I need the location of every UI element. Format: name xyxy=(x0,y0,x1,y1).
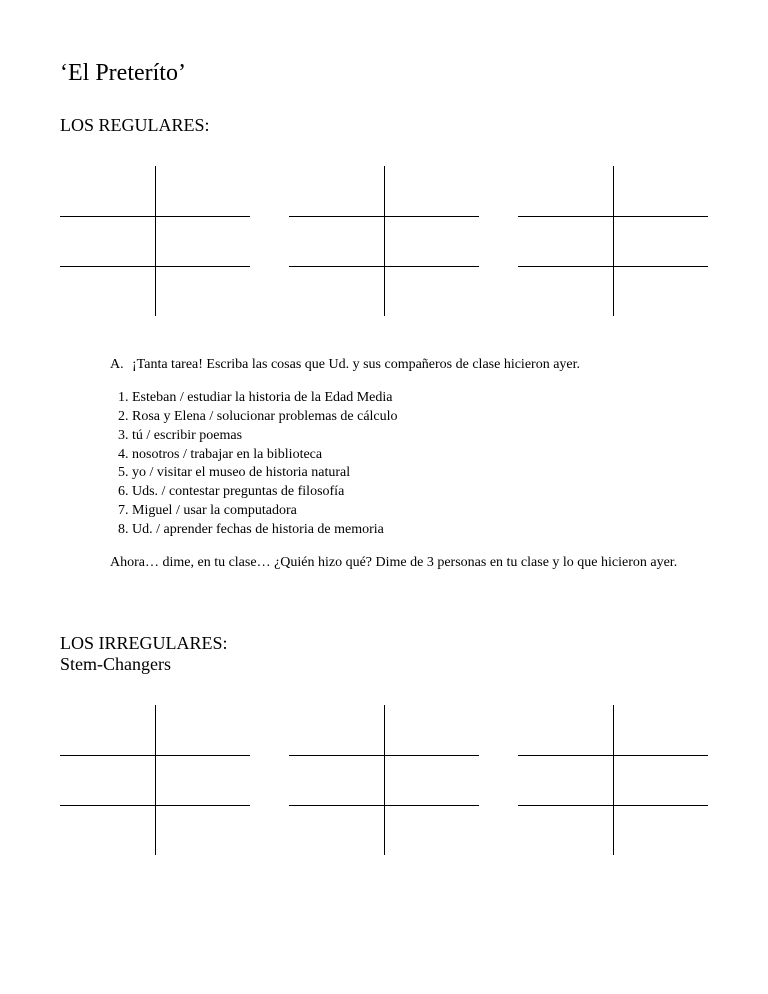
grid-horizontal-line xyxy=(60,805,250,806)
list-item: tú / escribir poemas xyxy=(132,427,708,446)
list-item: Ud. / aprender fechas de historia de mem… xyxy=(132,521,708,540)
section-subheading-stemchangers: Stem-Changers xyxy=(60,654,708,675)
list-item: Rosa y Elena / solucionar problemas de c… xyxy=(132,408,708,427)
grid-horizontal-line xyxy=(289,805,479,806)
conjugation-grid xyxy=(518,705,708,855)
grid-vertical-line xyxy=(613,166,614,316)
grid-horizontal-line xyxy=(289,216,479,217)
grid-vertical-line xyxy=(613,705,614,855)
page-title: ‘El Preteríto’ xyxy=(60,60,708,87)
exercise-items-list: Esteban / estudiar la historia de la Eda… xyxy=(110,389,708,540)
list-item: yo / visitar el museo de historia natura… xyxy=(132,464,708,483)
conjugation-grid xyxy=(60,705,250,855)
grid-horizontal-line xyxy=(518,755,708,756)
exercise-letter: A. xyxy=(110,356,132,375)
conjugation-grid xyxy=(289,166,479,316)
grid-vertical-line xyxy=(155,705,156,855)
conjugation-grids-row-2 xyxy=(60,705,708,855)
grid-horizontal-line xyxy=(60,216,250,217)
grid-vertical-line xyxy=(384,705,385,855)
exercise-instruction-text: ¡Tanta tarea! Escriba las cosas que Ud. … xyxy=(132,356,580,375)
grid-horizontal-line xyxy=(518,805,708,806)
section-heading-irregulares: LOS IRREGULARES: xyxy=(60,633,708,654)
list-item: Uds. / contestar preguntas de filosofía xyxy=(132,483,708,502)
list-item: nosotros / trabajar en la biblioteca xyxy=(132,446,708,465)
conjugation-grid xyxy=(518,166,708,316)
conjugation-grid xyxy=(60,166,250,316)
grid-vertical-line xyxy=(155,166,156,316)
section-irregulares: LOS IRREGULARES: Stem-Changers xyxy=(60,633,708,675)
list-item: Miguel / usar la computadora xyxy=(132,502,708,521)
exercise-followup-text: Ahora… dime, en tu clase… ¿Quién hizo qu… xyxy=(60,554,708,573)
grid-horizontal-line xyxy=(60,266,250,267)
conjugation-grids-row-1 xyxy=(60,166,708,316)
exercise-a-block: A. ¡Tanta tarea! Escriba las cosas que U… xyxy=(60,356,708,573)
list-item: Esteban / estudiar la historia de la Eda… xyxy=(132,389,708,408)
grid-horizontal-line xyxy=(60,755,250,756)
grid-horizontal-line xyxy=(518,266,708,267)
conjugation-grid xyxy=(289,705,479,855)
worksheet-page: ‘El Preteríto’ LOS REGULARES: A. ¡Tanta … xyxy=(0,0,768,935)
exercise-instruction: A. ¡Tanta tarea! Escriba las cosas que U… xyxy=(110,356,708,375)
section-heading-regulares: LOS REGULARES: xyxy=(60,115,708,136)
grid-horizontal-line xyxy=(289,755,479,756)
grid-horizontal-line xyxy=(518,216,708,217)
grid-horizontal-line xyxy=(289,266,479,267)
grid-vertical-line xyxy=(384,166,385,316)
